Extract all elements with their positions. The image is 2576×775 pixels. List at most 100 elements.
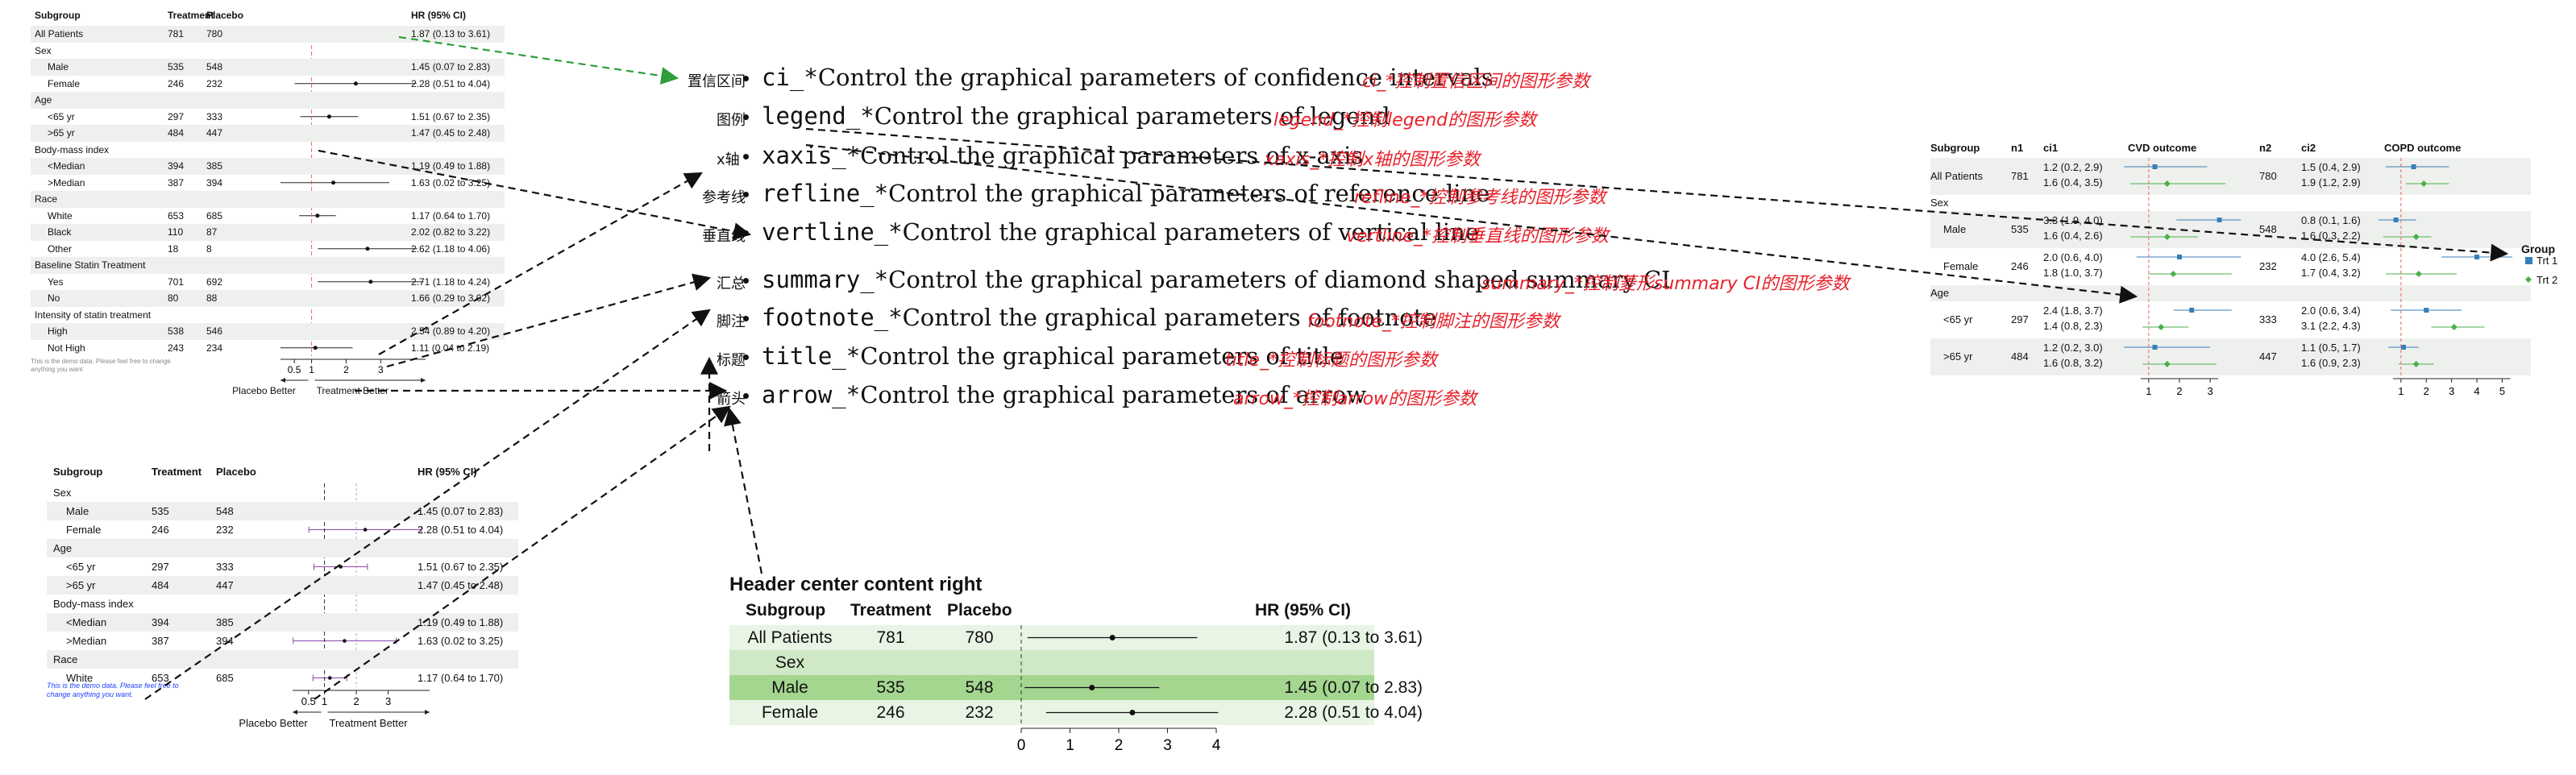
param-cn-label: 汇总: [717, 276, 746, 292]
row-label: <65 yr: [1943, 313, 1973, 325]
bullet: [743, 393, 749, 399]
x-tick-label: 2: [2424, 385, 2429, 397]
row-label: Sex: [53, 486, 72, 499]
x-tick-label: 0: [1017, 737, 1026, 754]
column-header: ci2: [2301, 142, 2316, 154]
bullet: [743, 316, 749, 321]
treatment-count: 781: [168, 28, 185, 40]
param-description: arrow_*Control the graphical parameters …: [762, 381, 1366, 408]
point-estimate: [327, 676, 332, 680]
placebo-count: 385: [206, 160, 223, 172]
treatment-count: 535: [876, 678, 905, 697]
row-band: [1930, 338, 2531, 375]
footnote: This is the demo data. Please feel free …: [47, 682, 179, 698]
x-tick-label: 5: [2499, 385, 2505, 397]
point-estimate: [1089, 685, 1095, 690]
param-cn-label: 参考线: [702, 189, 746, 206]
placebo-count: 780: [965, 628, 994, 647]
hr-value: 2.28 (0.51 to 4.04): [418, 523, 504, 536]
point-estimate: [2412, 361, 2420, 367]
row-label: Black: [48, 226, 72, 238]
point-estimate: [2411, 164, 2416, 169]
column-header: Subgroup: [1930, 142, 1980, 154]
ci2-trt2: 3.1 (2.2, 4.3): [2301, 320, 2361, 332]
placebo-count: 548: [965, 678, 994, 697]
point-estimate: [343, 639, 347, 643]
arrow-refline: [318, 149, 752, 241]
column-header: n1: [2011, 142, 2024, 154]
point-estimate: [353, 81, 358, 86]
placebo-count: 232: [206, 77, 223, 89]
param-red-note: refline_*控制参考线的图形参数: [1354, 188, 1606, 208]
treatment-count: 80: [168, 292, 179, 305]
x-tick-label: 1: [309, 364, 314, 375]
row-band: [47, 613, 518, 632]
treatment-count: 653: [152, 671, 169, 684]
row-label: >65 yr: [66, 578, 96, 591]
row-band: [47, 539, 518, 557]
point-estimate: [2420, 180, 2428, 187]
legend-title: Group: [2521, 242, 2555, 255]
row-label: Sex: [35, 44, 52, 56]
point-estimate: [363, 528, 368, 532]
row-label: Female: [1943, 260, 1979, 272]
row-label: Intensity of statin treatment: [35, 309, 152, 321]
forest-plot-theme: Subgroup Treatment Placebo HR (95% CI) All P…: [729, 596, 1423, 775]
row-label: Race: [35, 193, 58, 205]
placebo-count: 546: [206, 325, 223, 338]
n2-value: 333: [2259, 313, 2277, 325]
x-tick-label: 3: [2449, 385, 2454, 397]
arrow-xaxis: [378, 172, 703, 355]
row-label: Sex: [775, 653, 805, 672]
row-label: Male: [771, 678, 808, 697]
row-label: Baseline Statin Treatment: [35, 259, 146, 271]
point-estimate: [2163, 180, 2171, 187]
point-estimate: [2412, 234, 2420, 240]
hr-value: 2.28 (0.51 to 4.04): [411, 77, 491, 89]
point-estimate: [2158, 324, 2165, 330]
x-tick-label: 2: [353, 695, 359, 707]
param-text: Control the graphical parameters of vert…: [902, 218, 1479, 246]
hr-value: 2.02 (0.82 to 3.22): [411, 226, 491, 238]
param-cn-label: 标题: [717, 352, 746, 369]
ci1-trt2: 1.4 (0.8, 2.3): [2043, 320, 2103, 332]
ci2-trt2: 1.9 (1.2, 2.9): [2301, 176, 2361, 189]
point-estimate: [2415, 271, 2422, 277]
row-band: [47, 576, 518, 595]
treatment-count: 297: [168, 110, 185, 122]
placebo-count: 88: [206, 292, 218, 305]
row-label: Race: [53, 653, 78, 665]
param-cn-label: 脚注: [717, 313, 746, 330]
column-header: Treatment: [168, 10, 214, 21]
param-description: footnote_*Control the graphical paramete…: [762, 304, 1437, 331]
treatment-count: 18: [168, 242, 179, 255]
row-band: [729, 650, 1374, 675]
point-estimate: [2424, 308, 2429, 313]
row-label: White: [66, 671, 93, 684]
row-label: All Patients: [1930, 170, 1984, 182]
bullet: [743, 114, 749, 120]
point-estimate: [2170, 271, 2177, 277]
row-label: No: [48, 292, 60, 305]
x-tick-label: 2: [343, 364, 349, 375]
treatment-count: 246: [876, 703, 905, 722]
ci1-trt2: 1.6 (0.8, 3.2): [2043, 357, 2103, 369]
ci2-trt1: 2.0 (0.6, 3.4): [2301, 305, 2361, 317]
x-tick-label: 4: [2474, 385, 2479, 397]
row-label: >Median: [66, 634, 107, 647]
ci2-trt1: 1.5 (0.4, 2.9): [2301, 161, 2361, 173]
point-estimate: [326, 114, 331, 119]
hr-value: 1.45 (0.07 to 2.83): [418, 504, 504, 517]
hr-value: 1.63 (0.02 to 3.25): [418, 634, 504, 647]
param-description: vertline_*Control the graphical paramete…: [762, 218, 1479, 246]
right-arrow-label: Treatment Better: [316, 385, 389, 396]
x-tick-label: 2: [2176, 385, 2182, 397]
bullet: [743, 354, 749, 360]
n2-value: 548: [2259, 223, 2277, 235]
point-estimate: [1129, 710, 1136, 715]
treatment-count: 246: [168, 77, 185, 89]
hr-value: 2.62 (1.18 to 4.06): [411, 242, 491, 255]
n2-value: 780: [2259, 170, 2277, 182]
ci2-trt1: 0.8 (0.1, 1.6): [2301, 214, 2361, 226]
